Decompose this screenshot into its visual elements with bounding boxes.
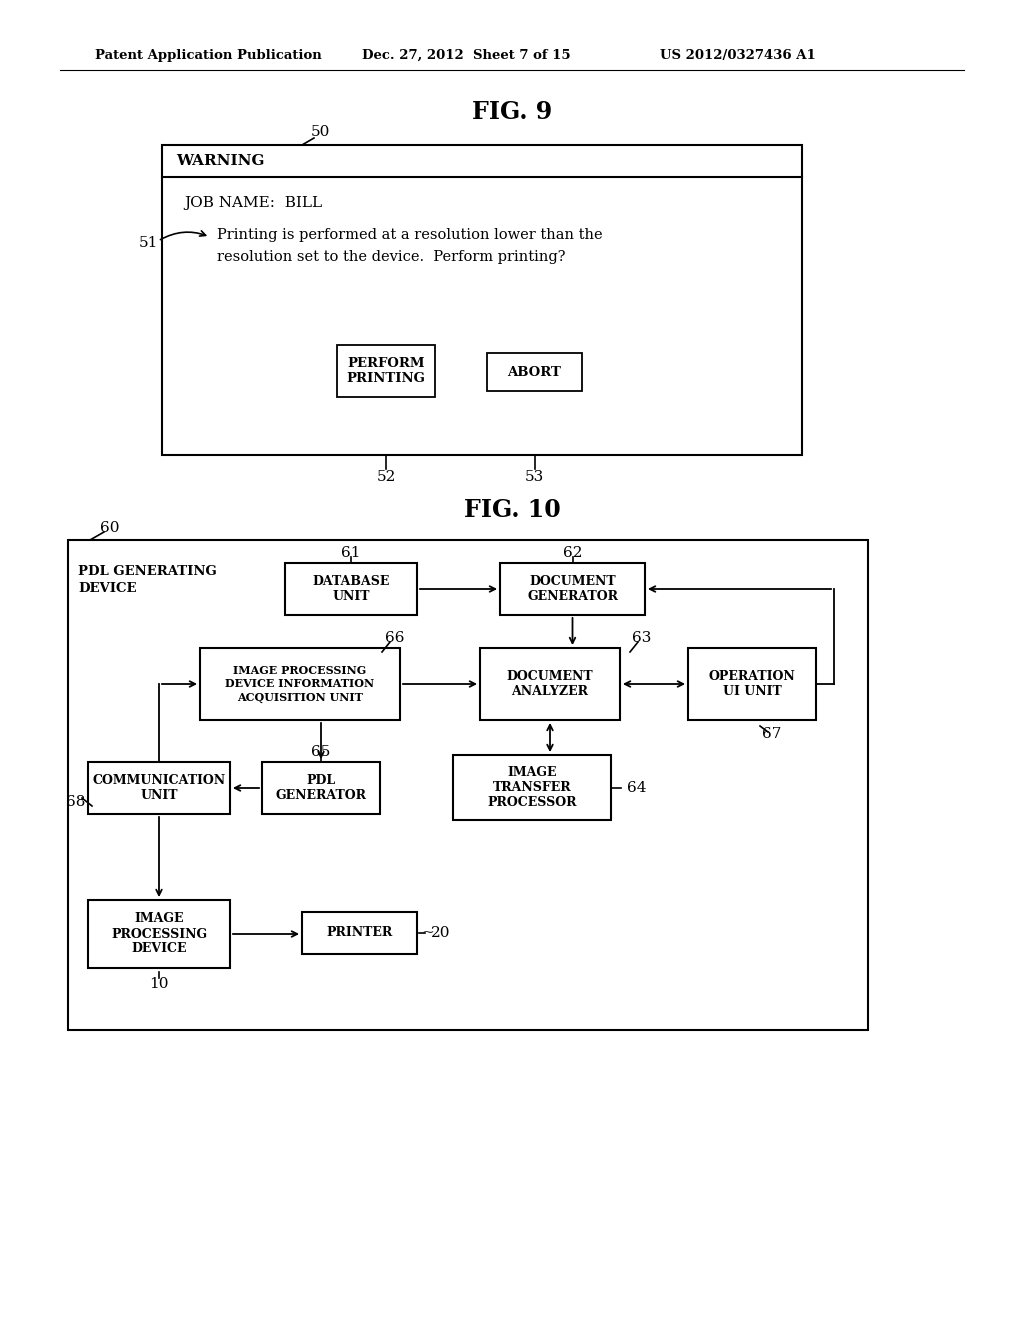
- Bar: [262, 762, 380, 814]
- Bar: [88, 762, 230, 814]
- Bar: [500, 564, 645, 615]
- Text: DATABASE
UNIT: DATABASE UNIT: [312, 576, 390, 603]
- Text: 68: 68: [67, 795, 86, 809]
- Text: Patent Application Publication: Patent Application Publication: [95, 49, 322, 62]
- Bar: [200, 648, 400, 719]
- Text: 64: 64: [627, 780, 646, 795]
- Bar: [302, 912, 417, 954]
- Text: IMAGE
TRANSFER
PROCESSOR: IMAGE TRANSFER PROCESSOR: [487, 766, 577, 809]
- Text: ~: ~: [421, 927, 434, 940]
- Bar: [68, 540, 868, 1030]
- Bar: [285, 564, 417, 615]
- Bar: [88, 900, 230, 968]
- Text: resolution set to the device.  Perform printing?: resolution set to the device. Perform pr…: [217, 249, 565, 264]
- Bar: [337, 345, 435, 397]
- Text: 62: 62: [563, 546, 583, 560]
- Text: OPERATION
UI UNIT: OPERATION UI UNIT: [709, 671, 796, 698]
- Bar: [688, 648, 816, 719]
- Bar: [162, 145, 802, 455]
- Text: JOB NAME:  BILL: JOB NAME: BILL: [184, 195, 323, 210]
- Text: 63: 63: [632, 631, 651, 645]
- Text: PDL GENERATING
DEVICE: PDL GENERATING DEVICE: [78, 565, 217, 595]
- Text: ABORT: ABORT: [508, 366, 561, 379]
- Text: 65: 65: [311, 744, 331, 759]
- Text: FIG. 9: FIG. 9: [472, 100, 552, 124]
- Text: FIG. 10: FIG. 10: [464, 498, 560, 521]
- Text: COMMUNICATION
UNIT: COMMUNICATION UNIT: [92, 774, 225, 803]
- Bar: [453, 755, 611, 820]
- Text: WARNING: WARNING: [176, 154, 264, 168]
- Text: DOCUMENT
ANALYZER: DOCUMENT ANALYZER: [507, 671, 593, 698]
- Text: PRINTER: PRINTER: [327, 927, 392, 940]
- Text: 67: 67: [762, 727, 781, 741]
- Text: DOCUMENT
GENERATOR: DOCUMENT GENERATOR: [527, 576, 618, 603]
- Text: 60: 60: [100, 521, 120, 535]
- Text: 10: 10: [150, 977, 169, 991]
- Text: 51: 51: [138, 236, 158, 249]
- Text: US 2012/0327436 A1: US 2012/0327436 A1: [660, 49, 816, 62]
- Text: 50: 50: [310, 125, 330, 139]
- Bar: [487, 352, 582, 391]
- Text: 53: 53: [525, 470, 544, 484]
- Text: IMAGE PROCESSING
DEVICE INFORMATION
ACQUISITION UNIT: IMAGE PROCESSING DEVICE INFORMATION ACQU…: [225, 665, 375, 704]
- Text: Printing is performed at a resolution lower than the: Printing is performed at a resolution lo…: [217, 228, 603, 242]
- Text: 20: 20: [431, 927, 451, 940]
- Text: IMAGE
PROCESSING
DEVICE: IMAGE PROCESSING DEVICE: [111, 912, 207, 956]
- Text: 66: 66: [385, 631, 404, 645]
- Text: Dec. 27, 2012  Sheet 7 of 15: Dec. 27, 2012 Sheet 7 of 15: [362, 49, 570, 62]
- Text: PDL
GENERATOR: PDL GENERATOR: [275, 774, 367, 803]
- Text: PERFORM
PRINTING: PERFORM PRINTING: [346, 356, 425, 385]
- Text: 61: 61: [341, 546, 360, 560]
- Bar: [480, 648, 620, 719]
- Text: 52: 52: [376, 470, 395, 484]
